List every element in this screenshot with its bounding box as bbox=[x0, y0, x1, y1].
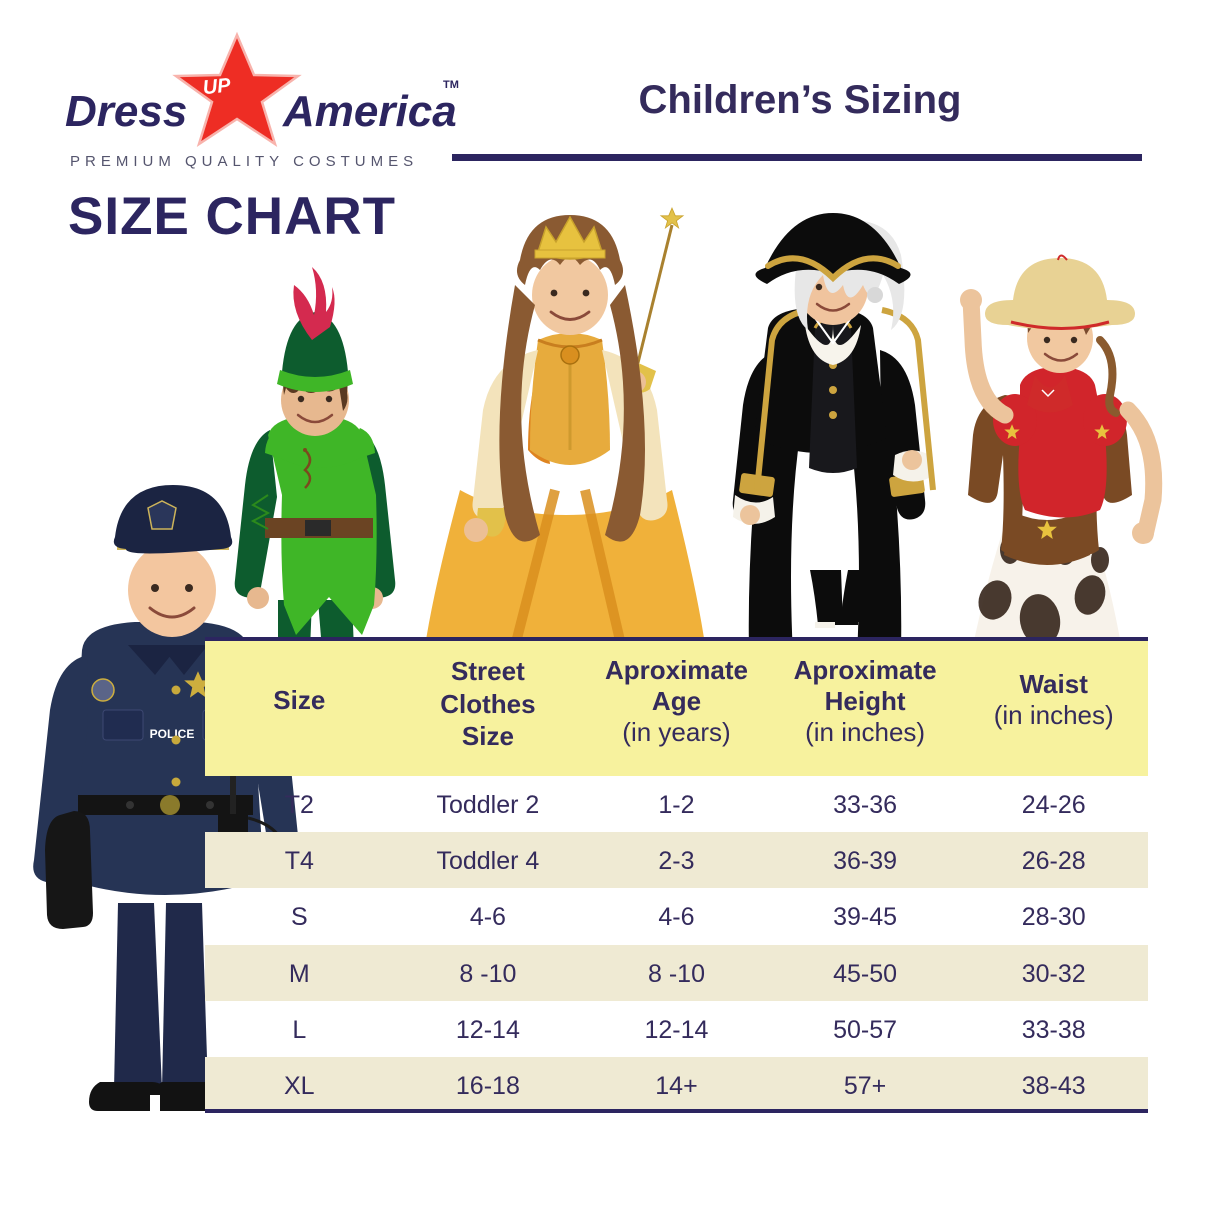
svg-text:UP: UP bbox=[202, 74, 233, 99]
svg-text:Dress: Dress bbox=[65, 87, 187, 136]
svg-text:America: America bbox=[282, 87, 457, 136]
